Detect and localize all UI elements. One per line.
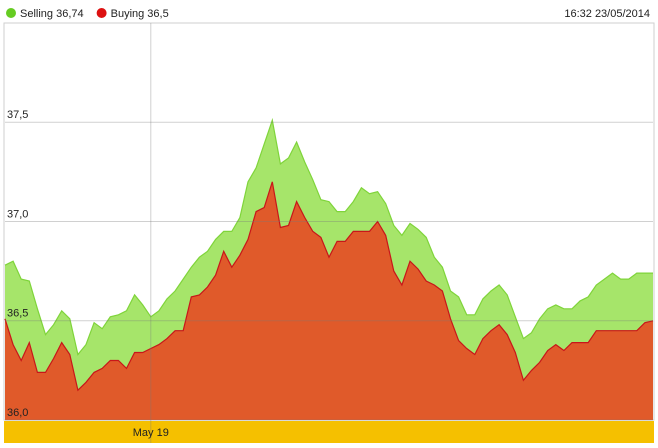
legend-label: Selling 36,74 bbox=[20, 8, 84, 20]
legend-label: Buying 36,5 bbox=[111, 8, 169, 20]
x-tick-label: May 19 bbox=[133, 427, 169, 439]
x-axis-band bbox=[4, 421, 654, 443]
legend-marker bbox=[6, 8, 16, 18]
y-tick-label: 36,5 bbox=[7, 308, 28, 320]
timestamp: 16:32 23/05/2014 bbox=[564, 8, 650, 20]
y-tick-label: 37,0 bbox=[7, 208, 28, 220]
y-tick-label: 36,0 bbox=[7, 407, 28, 419]
area bbox=[5, 181, 653, 420]
area-outline bbox=[4, 181, 654, 392]
y-tick-label: 37,5 bbox=[7, 109, 28, 121]
legend-marker bbox=[96, 8, 107, 18]
area-outline bbox=[4, 117, 653, 356]
